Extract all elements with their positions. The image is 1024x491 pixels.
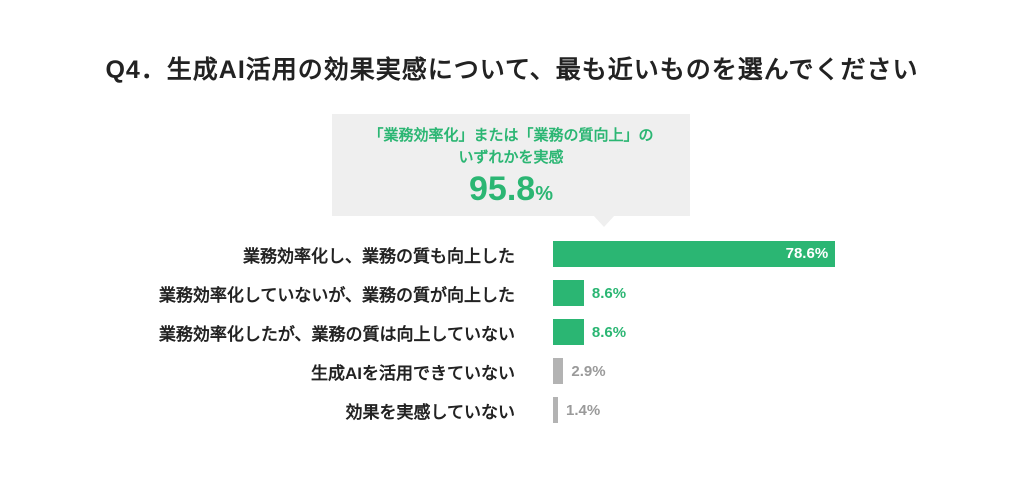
horizontal-bar-chart: 業務効率化し、業務の質も向上した 78.6% 業務効率化していないが、業務の質が向上… [0, 241, 1024, 436]
bar-area: 8.6% [553, 319, 1024, 345]
callout-text-line1: 「業務効率化」または「業務の質向上」の [368, 127, 654, 144]
callout-percentage-unit: % [535, 182, 553, 205]
bar-green [553, 319, 584, 345]
chart-row: 業務効率化し、業務の質も向上した 78.6% [0, 241, 1024, 267]
category-label: 業務効率化していないが、業務の質が向上した [158, 285, 515, 305]
bar-area: 8.6% [553, 280, 1024, 306]
bar-area: 2.9% [553, 358, 1024, 384]
chart-rows: 業務効率化し、業務の質も向上した 78.6% 業務効率化していないが、業務の質が向上… [0, 241, 1024, 423]
chart-row: 業務効率化したが、業務の質は向上していない 8.6% [0, 319, 1024, 345]
value-label: 1.4% [566, 401, 601, 419]
bar-gray [553, 397, 559, 423]
bar-area: 78.6% [553, 241, 1024, 267]
value-label: 8.6% [591, 284, 627, 302]
bar-green [553, 280, 584, 306]
category-label: 業務効率化したが、業務の質は向上していない [158, 324, 515, 344]
value-label: 2.9% [571, 362, 606, 380]
callout-percentage-number: 95.8 [469, 169, 536, 208]
callout-text-line2: いずれかを実感 [458, 148, 564, 166]
category-label: 業務効率化し、業務の質も向上した [243, 246, 515, 266]
callout-percentage: 95.8% [332, 169, 690, 208]
value-label: 8.6% [591, 323, 627, 341]
chart-row: 業務効率化していないが、業務の質が向上した 8.6% [0, 280, 1024, 306]
summary-callout: 「業務効率化」または「業務の質向上」の いずれかを実感 95.8% [332, 114, 690, 227]
chart-title: Q4．生成AI活用の効果実感について、最も近いものを選んでください [105, 56, 919, 84]
bar-gray [553, 358, 564, 384]
category-label: 生成AIを活用できていない [311, 363, 515, 383]
value-label: 78.6% [785, 245, 829, 262]
chart-row: 生成AIを活用できていない 2.9% [0, 358, 1024, 384]
callout-tail-pointer [593, 214, 616, 227]
chart-row: 効果を実感していない 1.4% [0, 397, 1024, 423]
category-label: 効果を実感していない [345, 402, 516, 422]
bar-green: 78.6% [553, 241, 836, 267]
bar-area: 1.4% [553, 397, 1024, 423]
